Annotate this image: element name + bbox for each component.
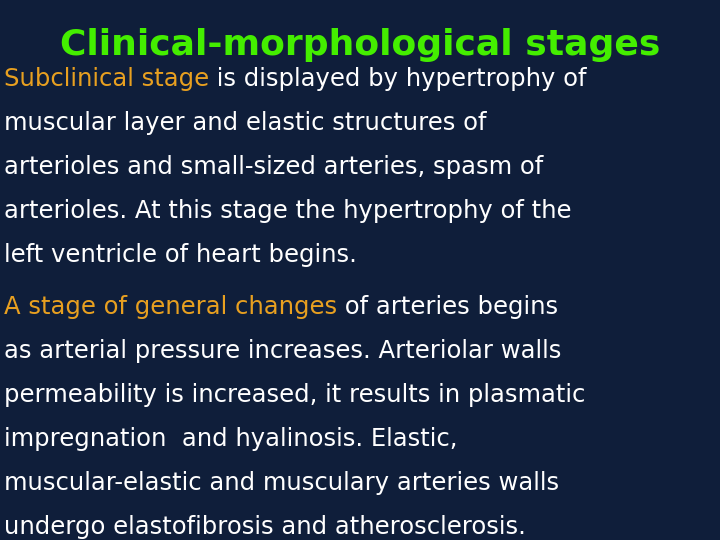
Text: of arteries begins: of arteries begins xyxy=(337,295,558,319)
Text: is displayed by hypertrophy of: is displayed by hypertrophy of xyxy=(209,67,587,91)
Text: impregnation  and hyalinosis. Elastic,: impregnation and hyalinosis. Elastic, xyxy=(4,427,457,451)
Text: Subclinical stage: Subclinical stage xyxy=(4,67,209,91)
Text: arterioles and small-sized arteries, spasm of: arterioles and small-sized arteries, spa… xyxy=(4,155,544,179)
Text: muscular-elastic and musculary arteries walls: muscular-elastic and musculary arteries … xyxy=(4,471,559,495)
Text: muscular layer and elastic structures of: muscular layer and elastic structures of xyxy=(4,111,487,135)
Text: arterioles. At this stage the hypertrophy of the: arterioles. At this stage the hypertroph… xyxy=(4,199,572,223)
Text: as arterial pressure increases. Arteriolar walls: as arterial pressure increases. Arteriol… xyxy=(4,339,562,363)
Text: undergo elastofibrosis and atherosclerosis.: undergo elastofibrosis and atheroscleros… xyxy=(4,515,526,539)
Text: left ventricle of heart begins.: left ventricle of heart begins. xyxy=(4,243,357,267)
Text: permeability is increased, it results in plasmatic: permeability is increased, it results in… xyxy=(4,383,585,407)
Text: A stage of general changes: A stage of general changes xyxy=(4,295,337,319)
Text: Clinical-morphological stages: Clinical-morphological stages xyxy=(60,28,660,62)
